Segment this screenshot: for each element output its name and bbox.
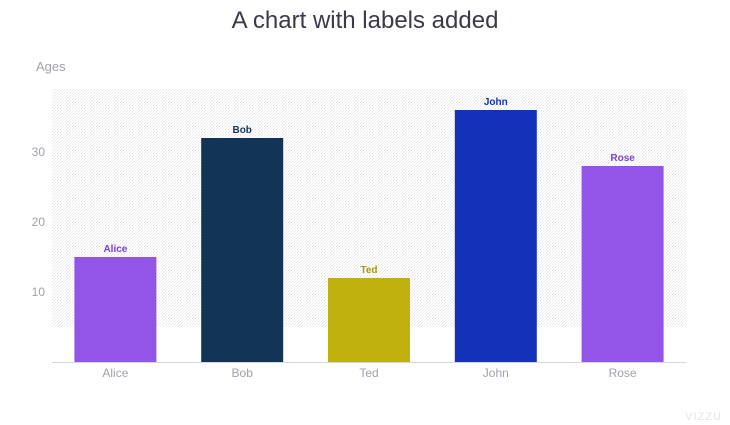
- chart-title: A chart with labels added: [231, 7, 499, 34]
- bars: [74, 110, 664, 362]
- x-tick-label: Bob: [232, 366, 254, 380]
- y-tick-label: 20: [32, 215, 46, 229]
- bar-alice[interactable]: [74, 257, 157, 362]
- grid-band: [52, 89, 686, 117]
- bar-label: Rose: [610, 153, 635, 164]
- x-tick-label: Alice: [102, 366, 128, 380]
- x-tick-label: Rose: [609, 366, 637, 380]
- bar-bob[interactable]: [201, 138, 284, 362]
- x-tick-label: Ted: [359, 366, 378, 380]
- x-axis-ticks: Alice Bob Ted John Rose: [102, 366, 637, 380]
- y-tick-label: 10: [32, 285, 46, 299]
- bar-rose[interactable]: [581, 166, 664, 362]
- bar-ted[interactable]: [328, 278, 410, 362]
- bar-label: Bob: [232, 125, 251, 136]
- vizzu-logo: VIZZU: [685, 411, 722, 423]
- grid-band: [52, 187, 686, 257]
- bar-labels: Alice Bob Ted John Rose: [103, 97, 635, 276]
- bar-john[interactable]: [454, 110, 537, 362]
- bar-label: John: [484, 97, 508, 108]
- bar-label: Ted: [360, 265, 377, 276]
- grid-bands: [52, 89, 686, 327]
- y-axis-title: Ages: [36, 59, 66, 74]
- x-tick-label: John: [483, 366, 509, 380]
- grid-band: [52, 117, 686, 187]
- bar-label: Alice: [103, 244, 127, 255]
- y-axis-ticks: 10 20 30: [32, 145, 46, 299]
- y-tick-label: 30: [32, 145, 46, 159]
